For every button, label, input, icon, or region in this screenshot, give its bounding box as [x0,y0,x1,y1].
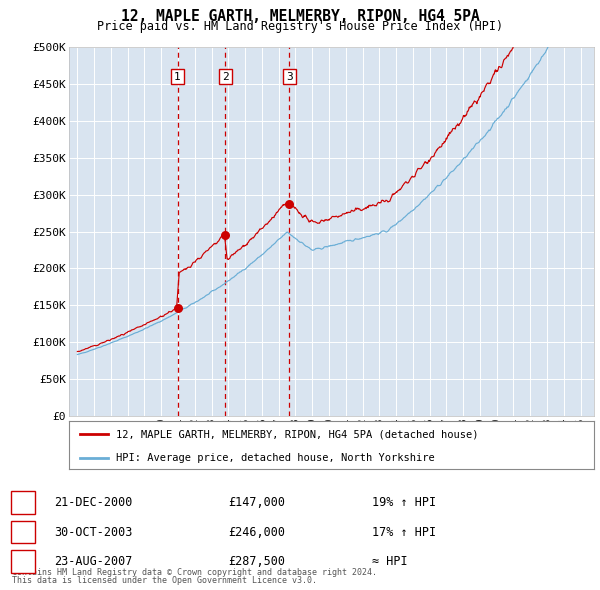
Text: £287,500: £287,500 [228,555,285,568]
Text: 1: 1 [174,72,181,81]
Text: 12, MAPLE GARTH, MELMERBY, RIPON, HG4 5PA (detached house): 12, MAPLE GARTH, MELMERBY, RIPON, HG4 5P… [116,429,479,439]
Text: 12, MAPLE GARTH, MELMERBY, RIPON, HG4 5PA: 12, MAPLE GARTH, MELMERBY, RIPON, HG4 5P… [121,9,479,24]
Text: £147,000: £147,000 [228,496,285,509]
Text: 1: 1 [20,496,27,509]
Text: 23-AUG-2007: 23-AUG-2007 [54,555,133,568]
Text: 17% ↑ HPI: 17% ↑ HPI [372,526,436,539]
Text: Price paid vs. HM Land Registry's House Price Index (HPI): Price paid vs. HM Land Registry's House … [97,20,503,33]
Text: 21-DEC-2000: 21-DEC-2000 [54,496,133,509]
Text: 3: 3 [286,72,293,81]
Text: HPI: Average price, detached house, North Yorkshire: HPI: Average price, detached house, Nort… [116,453,435,463]
Text: 19% ↑ HPI: 19% ↑ HPI [372,496,436,509]
Text: This data is licensed under the Open Government Licence v3.0.: This data is licensed under the Open Gov… [12,576,317,585]
Text: Contains HM Land Registry data © Crown copyright and database right 2024.: Contains HM Land Registry data © Crown c… [12,568,377,577]
Text: 3: 3 [20,555,27,568]
Text: 2: 2 [222,72,229,81]
Text: ≈ HPI: ≈ HPI [372,555,407,568]
Text: 30-OCT-2003: 30-OCT-2003 [54,526,133,539]
Text: £246,000: £246,000 [228,526,285,539]
Text: 2: 2 [20,526,27,539]
